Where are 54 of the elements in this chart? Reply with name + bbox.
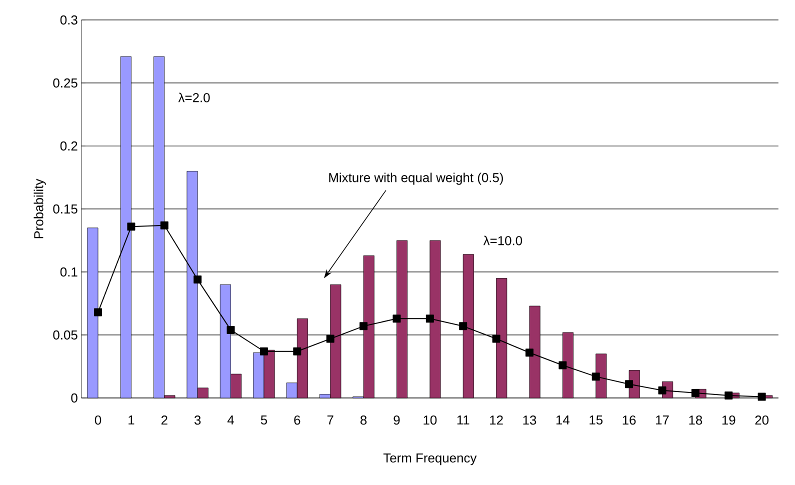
point <box>592 372 600 381</box>
x-tick-label: 6 <box>294 416 300 425</box>
series-label: λ=2.0 <box>178 92 210 102</box>
point <box>160 221 168 230</box>
point <box>558 361 567 370</box>
y-tick-label: 0.05 <box>53 330 78 340</box>
series-label: λ=10.0 <box>483 236 522 246</box>
point <box>691 388 700 397</box>
x-tick-label: 20 <box>755 416 769 425</box>
point <box>360 322 368 330</box>
y-tick-label: 0.3 <box>60 15 78 25</box>
point <box>392 314 401 323</box>
y-tick-label: 0 <box>71 393 78 403</box>
point <box>194 276 202 284</box>
point <box>226 326 235 334</box>
x-tick-label: 15 <box>590 416 603 425</box>
x-tick-label: 19 <box>722 416 736 425</box>
x-tick-label: 13 <box>523 416 536 425</box>
point <box>525 348 534 357</box>
point <box>426 314 434 323</box>
point <box>758 392 766 401</box>
x-tick-label: 0 <box>94 416 102 425</box>
point <box>94 308 102 316</box>
point <box>658 386 666 394</box>
x-tick-label: 8 <box>360 416 367 425</box>
annotation: Mixture with equal weight (0.5) <box>329 172 503 185</box>
y-axis-title: Probability <box>34 178 46 238</box>
x-tick-label: 9 <box>394 416 400 425</box>
x-tick-label: 14 <box>556 416 570 424</box>
x-tick-label: 16 <box>622 416 636 425</box>
point <box>459 322 468 330</box>
x-tick-label: 12 <box>490 416 503 425</box>
x-tick-label: 2 <box>161 416 168 425</box>
x-tick-label: 11 <box>457 416 470 424</box>
y-tick-label: 0.2 <box>60 141 78 151</box>
point <box>326 334 334 343</box>
y-tick-label: 0.1 <box>60 267 78 277</box>
point <box>293 347 302 356</box>
x-tick-label: 1 <box>128 416 134 424</box>
point <box>492 334 500 343</box>
x-tick-label: 17 <box>656 416 669 424</box>
x-tick-label: 18 <box>689 416 702 425</box>
x-tick-label: 5 <box>260 416 268 425</box>
x-axis-title: Term Frequency <box>383 454 477 466</box>
point <box>127 222 136 231</box>
point <box>260 347 268 356</box>
point <box>724 391 733 400</box>
x-tick-label: 4 <box>227 416 234 424</box>
y-tick-label: 0.15 <box>53 204 78 214</box>
x-tick-label: 10 <box>424 416 437 425</box>
x-tick-label: 7 <box>327 416 334 424</box>
y-tick-label: 0.25 <box>53 78 78 88</box>
point <box>625 380 634 388</box>
x-tick-label: 3 <box>194 416 201 425</box>
